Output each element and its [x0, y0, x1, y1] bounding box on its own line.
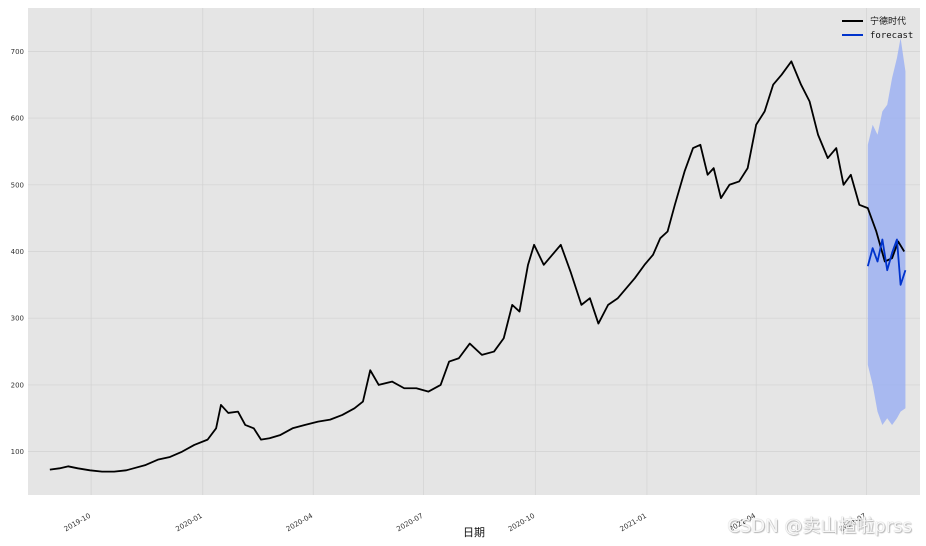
x-tick-label: 2020-10	[507, 512, 536, 534]
x-tick-label: 2021-01	[619, 512, 648, 534]
y-tick-label: 600	[11, 115, 24, 123]
forecast-band	[867, 38, 906, 425]
y-tick-label: 700	[11, 48, 24, 56]
legend-label: 宁德时代	[870, 15, 906, 27]
y-tick-label: 500	[11, 181, 24, 189]
series-line-catl	[49, 60, 905, 473]
x-axis-label: 日期	[463, 526, 485, 539]
forecast-confidence-band	[867, 38, 906, 425]
series-lines	[49, 60, 907, 473]
watermark: CSDN @卖山楂啦prss	[727, 516, 912, 537]
y-tick-label: 400	[11, 248, 24, 256]
legend: 宁德时代 forecast	[842, 15, 913, 41]
y-tick-label: 300	[11, 315, 24, 323]
x-tick-label: 2019-10	[63, 512, 92, 534]
grid	[28, 8, 920, 495]
y-tick-label: 200	[11, 381, 24, 389]
x-tick-label: 2020-07	[395, 512, 424, 534]
x-tick-label: 2020-04	[285, 512, 315, 534]
y-tick-label: 100	[11, 448, 24, 456]
series-line-forecast	[866, 238, 907, 286]
x-tick-label: 2020-01	[174, 512, 203, 534]
legend-label: forecast	[870, 31, 913, 41]
